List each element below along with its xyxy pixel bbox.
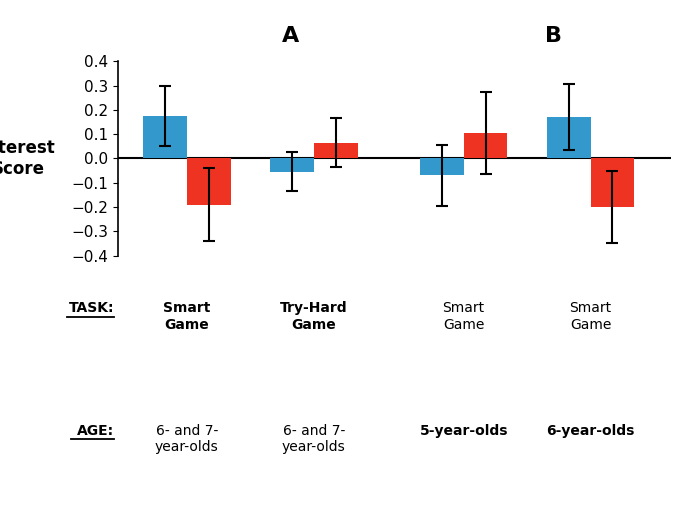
Text: Smart
Game: Smart Game xyxy=(163,301,210,332)
Text: 6- and 7-
year-olds: 6- and 7- year-olds xyxy=(155,424,219,454)
Text: 6- and 7-
year-olds: 6- and 7- year-olds xyxy=(282,424,345,454)
Bar xyxy=(270,158,313,172)
Bar xyxy=(187,158,230,204)
Text: TASK:: TASK: xyxy=(69,301,114,315)
Bar xyxy=(313,143,358,158)
Y-axis label: Interest
Score: Interest Score xyxy=(0,139,55,178)
Bar xyxy=(590,158,635,207)
Bar xyxy=(547,117,590,158)
Bar xyxy=(464,133,507,158)
Text: B: B xyxy=(545,26,562,46)
Bar xyxy=(420,158,464,175)
Text: 6-year-olds: 6-year-olds xyxy=(546,424,635,438)
Text: Smart
Game: Smart Game xyxy=(570,301,612,332)
Bar xyxy=(143,116,187,158)
Text: 5-year-olds: 5-year-olds xyxy=(419,424,508,438)
Text: AGE:: AGE: xyxy=(77,424,114,438)
Text: Smart
Game: Smart Game xyxy=(443,301,484,332)
Text: A: A xyxy=(282,26,299,46)
Text: Try-Hard
Game: Try-Hard Game xyxy=(280,301,347,332)
